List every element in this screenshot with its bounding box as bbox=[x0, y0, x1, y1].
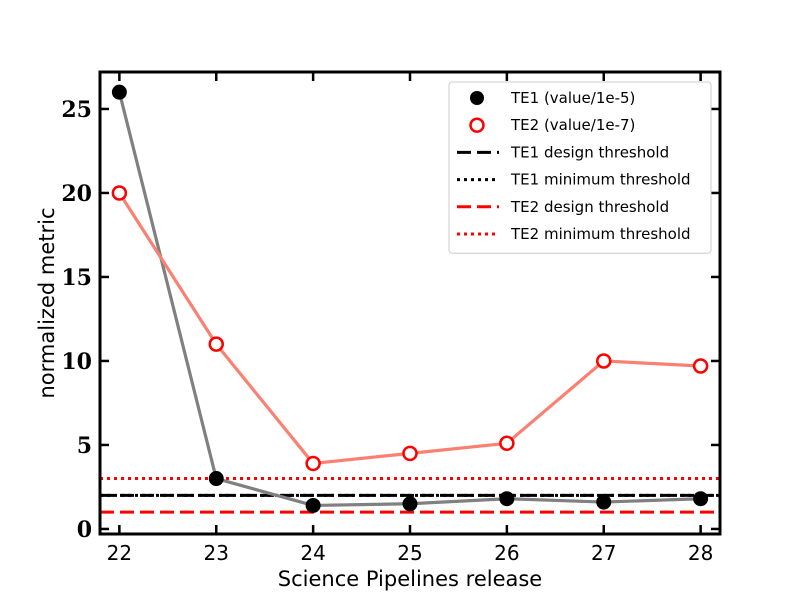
series-2-point bbox=[208, 336, 224, 352]
x-tick-label: 22 bbox=[107, 541, 132, 565]
legend-entry: TE2 design threshold bbox=[457, 198, 669, 216]
series-markers bbox=[111, 84, 709, 513]
y-tick-label: 25 bbox=[61, 97, 92, 123]
legend-label: TE1 (value/1e-5) bbox=[510, 89, 635, 107]
series-2-point bbox=[111, 185, 128, 201]
plot-frame bbox=[98, 70, 722, 536]
legend-label: TE2 minimum threshold bbox=[510, 225, 691, 243]
x-tick-label: 28 bbox=[688, 541, 713, 565]
x-tick-label: 26 bbox=[494, 541, 519, 565]
legend-swatch bbox=[469, 117, 485, 133]
x-tick-label: 23 bbox=[204, 541, 229, 565]
series-1-point bbox=[596, 494, 612, 510]
series-2-point bbox=[692, 358, 709, 374]
legend-entry: TE1 (value/1e-5) bbox=[470, 89, 635, 107]
legend-entry: TE1 design threshold bbox=[457, 143, 669, 161]
x-tick-label: 25 bbox=[397, 541, 422, 565]
x-tick-label: 24 bbox=[300, 541, 325, 565]
x-axis-label: Science Pipelines release bbox=[278, 567, 542, 591]
legend-entry: TE1 minimum threshold bbox=[457, 171, 691, 189]
legend: TE1 (value/1e-5) TE2 (value/1e-7) TE1 desi… bbox=[448, 81, 712, 254]
legend-swatch bbox=[470, 91, 484, 105]
series-1-point bbox=[305, 497, 321, 513]
threshold-lines bbox=[100, 477, 720, 514]
legend-entry: TE2 (value/1e-7) bbox=[469, 116, 635, 134]
series-2-point bbox=[596, 353, 612, 369]
series-1-point bbox=[693, 491, 709, 507]
series-1-point bbox=[208, 471, 224, 487]
y-tick-label: 20 bbox=[61, 181, 92, 207]
legend-label: TE2 design threshold bbox=[510, 198, 669, 216]
legend-box bbox=[448, 81, 712, 254]
y-tick-label: 0 bbox=[77, 517, 92, 543]
series-2-point bbox=[402, 445, 418, 462]
legend-entries: TE1 (value/1e-5) TE2 (value/1e-7) TE1 desi… bbox=[457, 89, 691, 243]
series-1-point bbox=[111, 84, 127, 100]
legend-label: TE1 design threshold bbox=[510, 143, 669, 161]
series-1-point bbox=[499, 491, 515, 507]
y-tick-label: 10 bbox=[61, 349, 92, 375]
y-axis-label: normalized metric bbox=[35, 208, 59, 399]
series-1-point bbox=[402, 496, 418, 512]
y-tick-label: 5 bbox=[77, 433, 92, 459]
legend-label: TE1 minimum threshold bbox=[510, 171, 691, 189]
series-2-point bbox=[305, 455, 321, 472]
x-tick-label: 27 bbox=[591, 541, 616, 565]
y-tick-label: 15 bbox=[61, 265, 92, 291]
series-2-point bbox=[499, 435, 515, 452]
legend-entry: TE2 minimum threshold bbox=[457, 225, 691, 243]
legend-label: TE2 (value/1e-7) bbox=[510, 116, 635, 134]
